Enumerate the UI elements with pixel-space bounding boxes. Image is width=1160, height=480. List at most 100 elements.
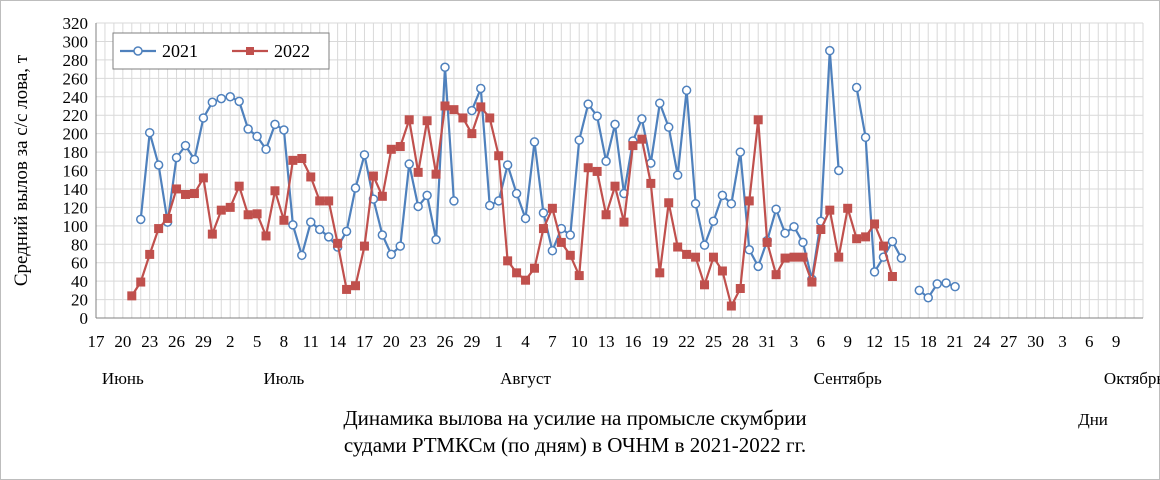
x-tick-label: 10 <box>571 332 588 351</box>
series-2022-point <box>753 115 763 125</box>
y-tick-label: 100 <box>63 217 89 236</box>
series-2021-point <box>520 213 531 224</box>
series-2021-point <box>851 82 862 93</box>
x-tick-label: 20 <box>383 332 400 351</box>
series-2021-point <box>198 113 209 123</box>
month-label: Август <box>500 369 551 388</box>
series-2022-point <box>440 101 450 111</box>
series-2022-point <box>198 173 208 183</box>
series-2021-point <box>395 241 406 251</box>
series-2022-point <box>377 191 387 201</box>
series-2022-point <box>180 189 190 199</box>
x-tick-label: 30 <box>1027 332 1044 351</box>
y-tick-label: 300 <box>63 32 89 51</box>
x-tick-label: 2 <box>226 332 235 351</box>
series-2022-point <box>673 242 683 252</box>
series-2021-point <box>753 261 763 272</box>
series-2022-point <box>870 219 880 229</box>
y-tick-label: 260 <box>63 69 89 88</box>
series-2022-point <box>324 196 334 206</box>
series-2022-point <box>351 281 361 291</box>
x-tick-label: 13 <box>598 332 615 351</box>
series-2021-point <box>735 147 746 157</box>
x-tick-label: 24 <box>973 332 991 351</box>
x-tick-label: 3 <box>790 332 799 351</box>
series-2021-point <box>207 97 218 108</box>
series-2022-point <box>592 166 602 176</box>
series-2021-point <box>708 216 719 226</box>
series-2021-point <box>404 159 414 169</box>
series-2022-point <box>163 213 173 223</box>
series-2021-point <box>833 165 844 176</box>
y-tick-label: 80 <box>71 235 88 254</box>
series-2021-point <box>341 226 352 237</box>
series-2021-point <box>538 208 549 218</box>
x-tick-label: 26 <box>437 332 454 351</box>
series-2022-point <box>601 210 611 220</box>
y-axis-label: Средний вылов за с/с лова, т <box>11 54 32 286</box>
series-2021-point <box>386 249 397 260</box>
series-2022-point <box>565 250 575 260</box>
series-2021-point <box>449 196 459 206</box>
series-2021-point <box>672 170 683 180</box>
series-2022-point <box>476 102 486 112</box>
y-tick-label: 160 <box>63 162 89 181</box>
x-tick-label: 9 <box>1112 332 1121 351</box>
series-2022-point <box>807 277 817 287</box>
series-2022-point <box>628 141 638 151</box>
y-tick-label: 20 <box>71 291 88 310</box>
series-2022-point <box>404 115 414 125</box>
y-tick-label: 180 <box>63 143 89 162</box>
series-2021-point <box>252 131 262 142</box>
x-tick-label: 6 <box>817 332 826 351</box>
series-2022-point <box>154 224 164 234</box>
series-2021-point <box>860 132 871 143</box>
series-2021-point <box>270 119 280 130</box>
series-2021-point <box>484 200 495 211</box>
series-2022-point <box>574 271 584 281</box>
series-2022-point <box>449 105 459 115</box>
series-2022-point <box>512 268 522 278</box>
series-2022-point <box>485 113 495 123</box>
series-2021-point <box>225 92 235 102</box>
series-2021-point <box>153 160 164 170</box>
series-2022-point <box>279 215 289 225</box>
x-tick-label: 7 <box>548 332 557 351</box>
x-tick-label: 14 <box>329 332 347 351</box>
series-2022-point <box>306 172 316 182</box>
series-2022-point <box>145 249 155 259</box>
chart-title-line-1: Динамика вылова на усилие на промысле ск… <box>343 406 807 430</box>
y-tick-label: 240 <box>63 88 89 107</box>
series-2022-point <box>852 234 862 244</box>
series-2021-point <box>216 93 227 104</box>
series-2021-point <box>565 230 576 240</box>
series-2021-point <box>350 183 361 193</box>
y-tick-label: 200 <box>63 125 89 144</box>
series-2021-point <box>663 122 674 132</box>
series-2021-point <box>923 292 933 303</box>
series-2021-point <box>234 96 244 107</box>
x-tick-label: 26 <box>168 332 185 351</box>
x-tick-label: 9 <box>843 332 852 351</box>
series-2021-point <box>887 236 898 247</box>
series-2021-point <box>323 232 334 242</box>
series-2022-point <box>691 252 701 262</box>
series-2022-point <box>816 225 826 234</box>
month-label: Июль <box>264 369 305 388</box>
x-axis-label: Дни <box>1078 410 1108 429</box>
series-2021-point <box>681 85 692 96</box>
series-2021-point <box>583 99 593 109</box>
x-tick-label: 18 <box>920 332 937 351</box>
x-tick-label: 27 <box>1000 332 1018 351</box>
series-2022-point <box>834 252 844 262</box>
series-2022-point <box>780 253 790 263</box>
y-tick-label: 120 <box>63 198 89 217</box>
series-2022-point <box>333 238 343 248</box>
series-2022-point <box>359 241 369 251</box>
series-2021-point <box>655 98 665 108</box>
y-tick-label: 280 <box>63 51 89 70</box>
x-tick-label: 5 <box>253 332 262 351</box>
x-tick-label: 20 <box>114 332 131 351</box>
series-2021-point <box>171 152 182 163</box>
series-2022-point <box>368 171 378 181</box>
